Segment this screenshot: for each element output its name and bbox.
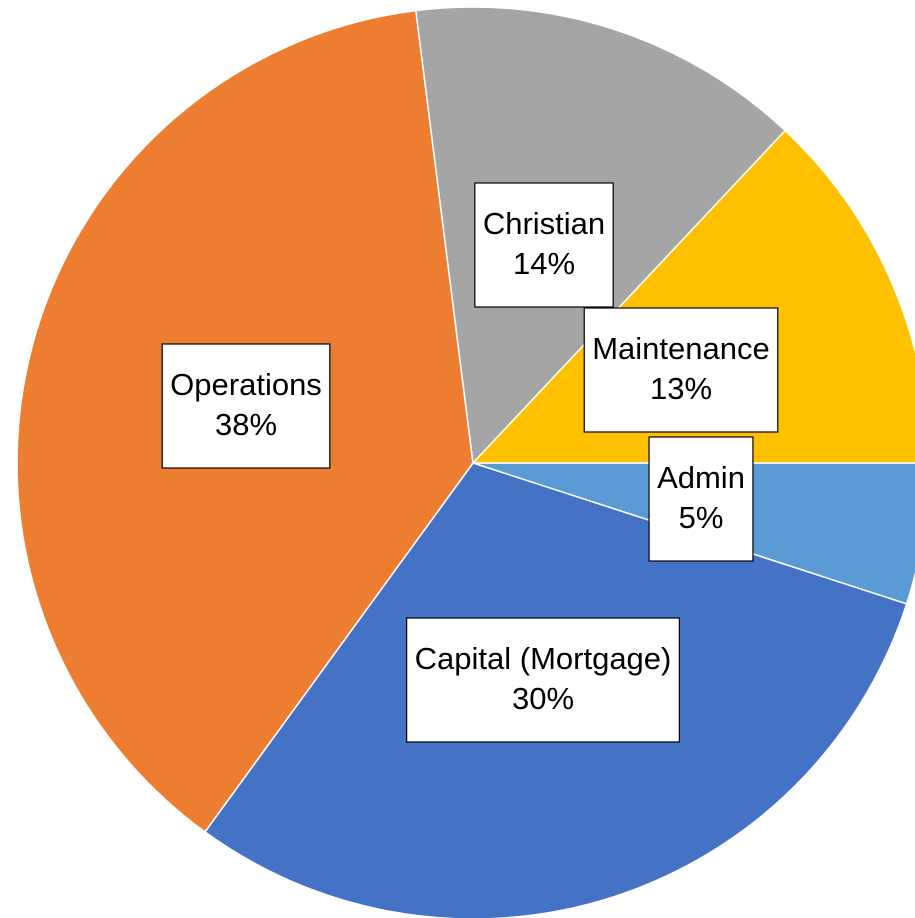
label-value: 38%: [215, 407, 277, 442]
pie-slice: [471, 129, 915, 464]
label-name: Christian: [483, 206, 605, 241]
label-value: 14%: [513, 246, 575, 281]
label-box: [474, 182, 614, 308]
label-box: [161, 343, 331, 469]
data-label: Admin 5%: [648, 436, 754, 562]
label-name: Maintenance: [592, 331, 770, 366]
label-box: [648, 436, 754, 562]
label-value: 30%: [512, 681, 574, 716]
label-value: 13%: [650, 371, 712, 406]
data-label: Operations 38%: [161, 343, 331, 469]
data-label: Maintenance 13%: [583, 307, 779, 433]
label-box: [583, 307, 779, 433]
label-value: 5%: [679, 500, 724, 535]
label-name: Capital (Mortgage): [415, 641, 672, 676]
label-name: Admin: [657, 460, 745, 495]
data-label: Christian 14%: [474, 182, 614, 308]
data-label: Capital (Mortgage) 30%: [406, 617, 680, 743]
label-name: Operations: [170, 367, 322, 402]
label-box: [406, 617, 680, 743]
